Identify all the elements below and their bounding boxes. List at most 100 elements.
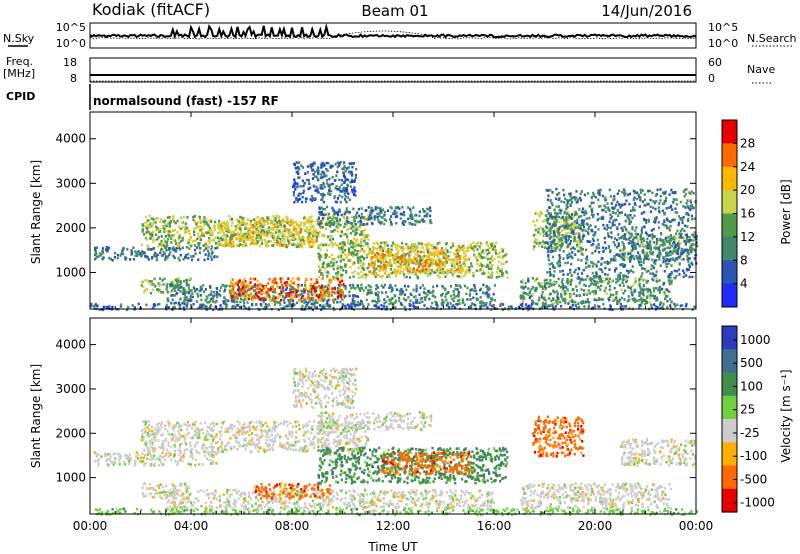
data-cell <box>242 234 245 238</box>
data-cell <box>352 295 355 299</box>
data-cell <box>206 297 209 300</box>
data-cell <box>649 248 653 252</box>
data-cell <box>265 243 269 246</box>
data-cell <box>287 244 290 247</box>
data-cell <box>533 288 537 292</box>
data-cell <box>340 179 344 182</box>
data-cell <box>390 264 393 267</box>
data-cell <box>578 215 581 219</box>
data-cell <box>504 253 507 257</box>
data-cell <box>560 224 563 228</box>
data-cell <box>241 244 245 247</box>
data-cell <box>332 243 335 246</box>
data-cell <box>279 242 282 246</box>
data-cell <box>652 200 655 203</box>
data-cell <box>134 254 137 257</box>
data-cell <box>236 279 239 283</box>
data-cell <box>676 250 679 253</box>
data-cell <box>564 292 567 295</box>
data-cell <box>311 199 314 203</box>
data-cell <box>205 244 209 248</box>
data-cell <box>267 218 270 221</box>
cpid-text: normalsound (fast) -157 RF <box>93 94 279 108</box>
data-cell <box>165 249 168 252</box>
data-cell <box>488 246 491 249</box>
data-cell <box>260 297 263 300</box>
data-cell <box>366 254 369 257</box>
data-cell <box>248 288 251 291</box>
data-cell <box>545 189 548 192</box>
data-cell <box>526 293 529 296</box>
data-cell <box>182 287 185 290</box>
data-cell <box>490 271 493 274</box>
data-cell <box>359 233 362 236</box>
data-cell <box>441 298 444 302</box>
data-cell <box>689 243 692 246</box>
data-cell <box>539 212 542 216</box>
data-cell <box>450 246 453 249</box>
data-cell <box>274 301 277 304</box>
data-cell <box>378 267 381 271</box>
data-cell <box>245 222 249 225</box>
data-cell <box>340 230 343 234</box>
data-cell <box>521 302 524 306</box>
data-cell <box>150 222 153 225</box>
data-cell <box>559 211 562 215</box>
data-cell <box>179 290 182 293</box>
data-cell <box>373 269 376 272</box>
data-cell <box>478 264 481 268</box>
data-cell <box>627 295 630 298</box>
data-cell <box>579 192 582 196</box>
data-cell <box>342 242 345 246</box>
data-cell <box>590 243 593 247</box>
data-cell <box>389 272 392 275</box>
data-cell <box>601 298 604 301</box>
data-cell <box>409 299 412 303</box>
data-cell <box>401 241 404 245</box>
data-cell <box>352 249 355 253</box>
data-cell <box>649 301 652 304</box>
data-cell <box>330 261 333 264</box>
data-cell <box>357 304 360 307</box>
data-cell <box>107 247 110 250</box>
data-cell <box>274 277 277 280</box>
data-cell <box>325 243 328 247</box>
data-cell <box>376 216 379 219</box>
data-cell <box>658 291 661 294</box>
data-cell <box>675 198 678 202</box>
data-cell <box>336 267 339 270</box>
data-cell <box>440 294 443 297</box>
data-cell <box>274 296 277 299</box>
data-cell <box>419 250 422 254</box>
data-cell <box>219 286 223 289</box>
data-cell <box>550 201 553 205</box>
data-cell <box>633 290 636 294</box>
data-cell <box>470 288 473 292</box>
data-cell <box>347 166 350 169</box>
data-cell <box>281 244 284 247</box>
data-cell <box>173 306 176 309</box>
data-cell <box>418 271 421 274</box>
data-cell <box>546 247 549 251</box>
data-cell <box>522 295 525 299</box>
data-cell <box>470 262 473 265</box>
data-cell <box>184 226 187 229</box>
data-cell <box>618 284 621 287</box>
data-cell <box>354 253 357 257</box>
data-cell <box>316 234 319 237</box>
data-cell <box>478 245 481 248</box>
data-cell <box>463 262 466 266</box>
data-cell <box>566 273 569 276</box>
data-cell <box>485 302 488 305</box>
data-cell <box>583 289 586 292</box>
data-cell <box>409 216 412 220</box>
data-cell <box>282 220 285 223</box>
data-cell <box>416 276 419 280</box>
data-cell <box>309 222 312 225</box>
data-cell <box>419 255 422 258</box>
data-cell <box>353 304 357 308</box>
data-cell <box>612 293 615 297</box>
data-cell <box>651 233 654 236</box>
data-cell <box>343 175 346 179</box>
data-cell <box>376 212 379 216</box>
